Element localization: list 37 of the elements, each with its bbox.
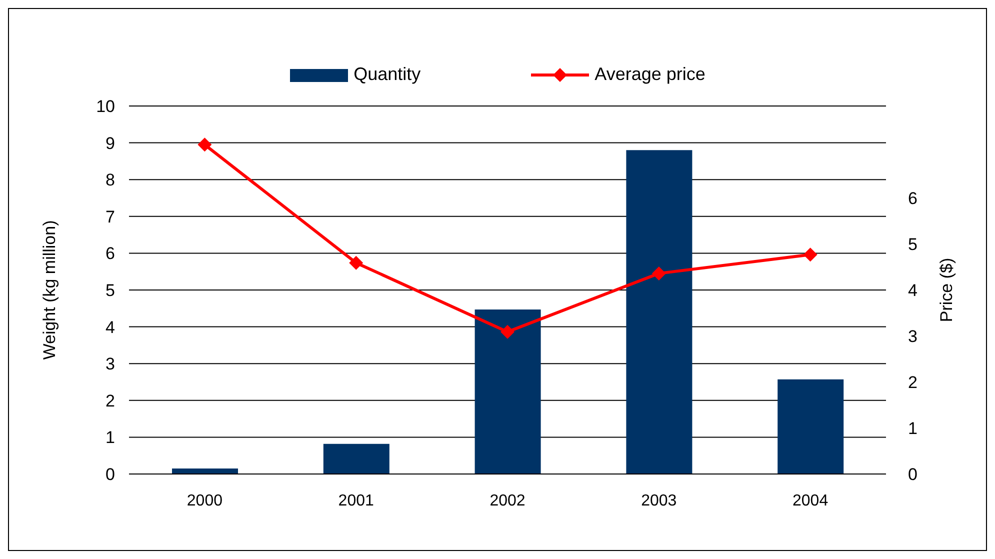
point — [500, 324, 514, 339]
y-tick-label: 2 — [106, 391, 115, 410]
y-tick-label: 4 — [106, 318, 115, 337]
point — [198, 138, 212, 152]
y-axis-title: Weight (kg million) — [40, 220, 60, 360]
y-tick-label: 8 — [106, 170, 115, 190]
y-tick-label: 1 — [106, 428, 115, 448]
point — [652, 266, 666, 280]
y-tick-label: 5 — [106, 281, 115, 300]
bar — [474, 310, 541, 474]
x-tick-label: 2001 — [338, 492, 374, 510]
y-tick-label: 9 — [106, 134, 115, 153]
y2-tick-label: 6 — [908, 189, 918, 208]
y2-tick-label: 3 — [908, 327, 918, 346]
y-tick-label: 0 — [106, 465, 115, 484]
y-tick-label: 6 — [106, 244, 115, 264]
y2-tick-label: 5 — [908, 235, 918, 254]
x-tick-label: 2003 — [641, 492, 677, 510]
y-tick-label: 10 — [96, 97, 115, 116]
point — [349, 256, 364, 270]
y2-tick-label: 4 — [908, 281, 918, 300]
x-tick-label: 2000 — [186, 492, 223, 510]
y2-tick-label: 2 — [908, 373, 918, 392]
legend-label: Quantity — [354, 64, 421, 85]
bar — [172, 468, 238, 474]
bar — [778, 379, 844, 474]
bar — [626, 150, 692, 474]
y-tick-label: 7 — [106, 207, 115, 226]
y2-tick-label: 1 — [908, 419, 918, 438]
y2-tick-label: 0 — [908, 465, 918, 484]
point — [803, 248, 818, 262]
bar — [323, 444, 390, 474]
y-tick-label: 3 — [106, 354, 115, 374]
x-tick-label: 2004 — [792, 492, 828, 510]
x-tick-label: 2002 — [490, 492, 526, 510]
y2-axis-title: Price ($) — [937, 258, 956, 322]
legend-label: Average price — [594, 64, 706, 85]
